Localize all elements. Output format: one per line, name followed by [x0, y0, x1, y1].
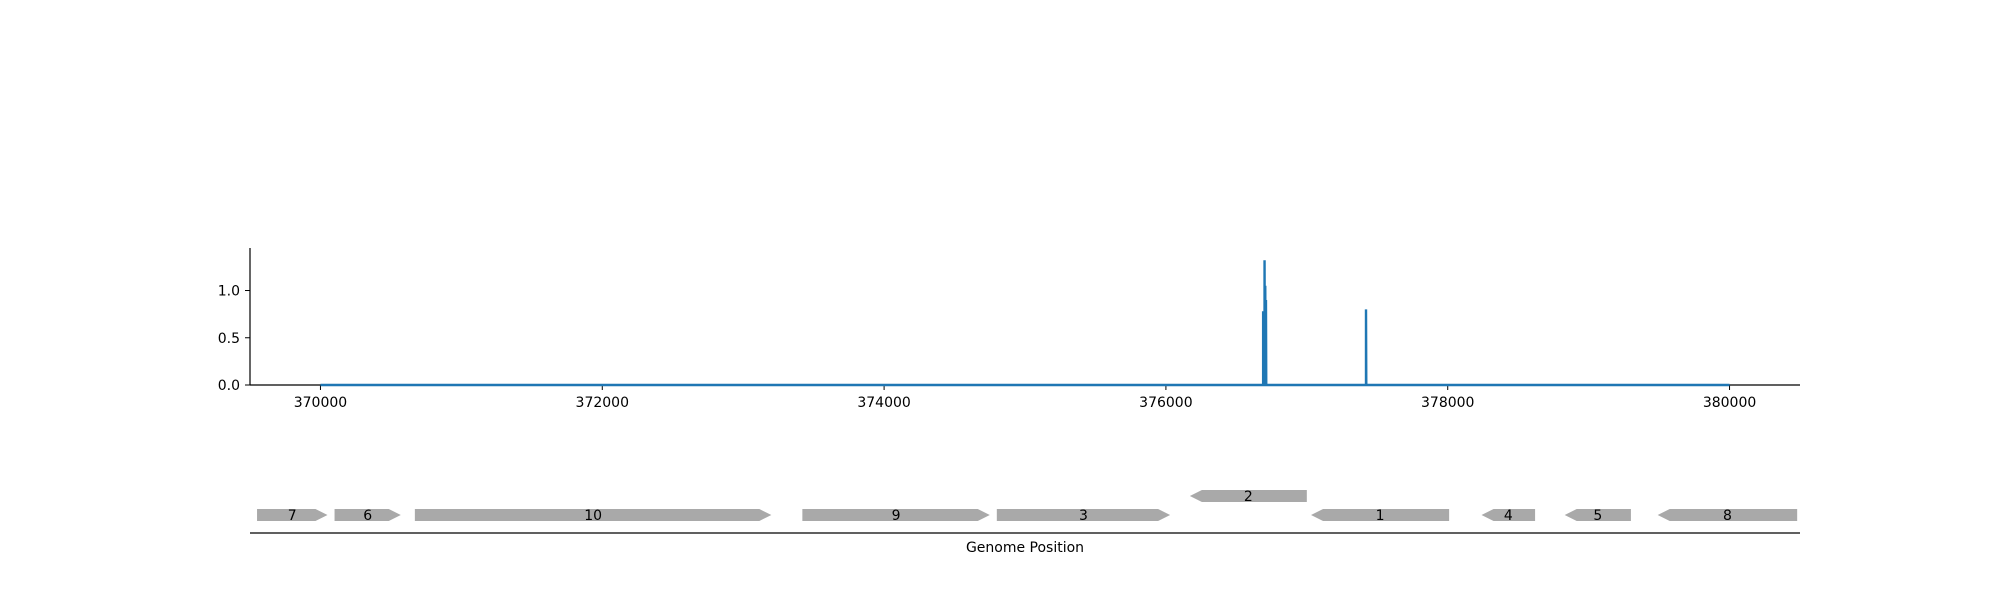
gene-1-arrow [1311, 509, 1450, 521]
gene-9-arrow [802, 509, 990, 521]
x-tick-label: 376000 [1139, 395, 1192, 411]
gene-1-label: 1 [1376, 508, 1385, 524]
gene-4-arrow [1481, 509, 1536, 521]
y-tick-label: 0.5 [218, 331, 240, 347]
y-tick-label: 0.0 [218, 378, 240, 394]
gene-6-arrow [334, 509, 401, 521]
x-tick-label: 374000 [857, 395, 910, 411]
gene-arrows: 7 6 10 9 3 2 1 4 5 8 [257, 489, 1798, 524]
x-tick-label: 370000 [294, 395, 347, 411]
coverage-series-line [320, 260, 1730, 387]
y-ticks: 0.0 0.5 1.0 [218, 284, 250, 394]
x-tick-label: 380000 [1703, 395, 1756, 411]
gene-7-label: 7 [288, 508, 297, 524]
gene-9-label: 9 [892, 508, 901, 524]
gene-3-label: 3 [1079, 508, 1088, 524]
gene-5-arrow [1564, 509, 1631, 521]
x-tick-label: 372000 [576, 395, 629, 411]
y-tick-label: 1.0 [218, 284, 240, 300]
gene-track-xlabel: Genome Position [966, 540, 1084, 556]
gene-3-arrow [996, 509, 1171, 521]
gene-10-arrow [414, 509, 772, 521]
x-tick-label: 378000 [1421, 395, 1474, 411]
gene-6-label: 6 [363, 508, 372, 524]
gene-track: 7 6 10 9 3 2 1 4 5 8 Genome Position [250, 489, 1800, 556]
gene-8-arrow [1657, 509, 1798, 521]
gene-7-arrow [257, 509, 328, 521]
gene-4-label: 4 [1504, 508, 1513, 524]
gene-2-label: 2 [1244, 489, 1253, 505]
coverage-plot: 0.0 0.5 1.0 370000 372000 374000 376000 378000… [218, 248, 1800, 411]
gene-5-label: 5 [1593, 508, 1602, 524]
gene-10-label: 10 [584, 508, 602, 524]
gene-8-label: 8 [1723, 508, 1732, 524]
x-ticks: 370000 372000 374000 376000 378000 380000 [294, 385, 1756, 411]
gene-2-arrow [1189, 490, 1307, 502]
